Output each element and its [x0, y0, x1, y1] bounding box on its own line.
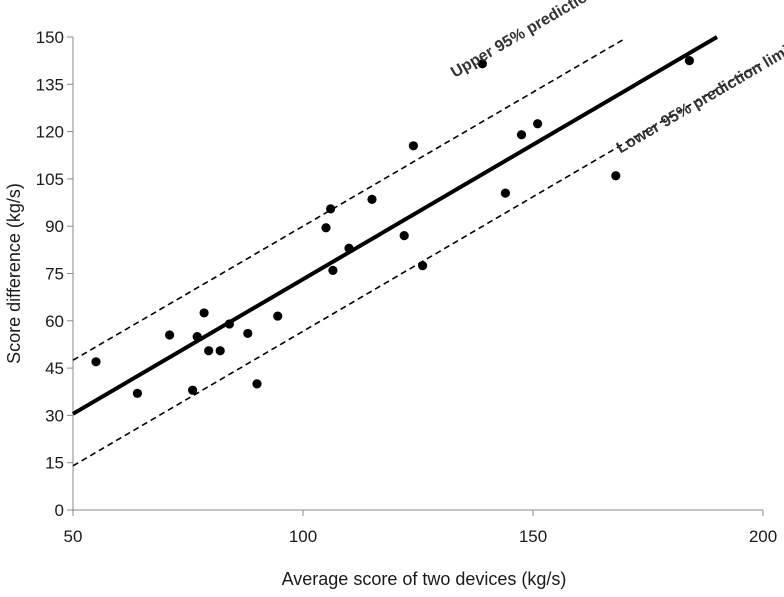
data-point [199, 308, 209, 318]
y-axis-title: Score difference (kg/s) [4, 183, 24, 364]
data-point [344, 243, 354, 253]
y-tick-label: 0 [55, 501, 64, 520]
data-point [684, 56, 695, 66]
data-point [477, 59, 487, 69]
axes: 0 15 30 45 60 75 90 105 120 135 150 50 100 150 200 [36, 28, 778, 546]
data-point [500, 188, 510, 198]
data-point [188, 385, 198, 395]
y-tick-label: 90 [45, 217, 64, 236]
data-point [611, 171, 621, 181]
data-point [91, 357, 101, 367]
x-axis-title: Average score of two devices (kg/s) [282, 569, 567, 589]
data-point [516, 130, 527, 140]
data-point [326, 204, 336, 214]
data-point [215, 346, 225, 356]
x-tick-label: 50 [64, 527, 83, 546]
data-point [273, 311, 283, 321]
data-point [533, 119, 543, 129]
y-tick-label: 150 [36, 28, 64, 47]
fit-lines [71, 35, 764, 467]
data-point [165, 330, 175, 340]
lower-limit-line [72, 61, 764, 467]
y-tick-label: 30 [45, 406, 64, 425]
data-point [399, 231, 409, 241]
data-point [321, 223, 331, 233]
y-tick-label: 45 [45, 359, 64, 378]
y-tick-label: 135 [36, 75, 64, 94]
x-tick-label: 150 [519, 527, 547, 546]
regression-line [71, 35, 719, 416]
data-point [204, 346, 214, 356]
x-tick-label: 200 [749, 527, 777, 546]
annotations: Upper 95% prediction limit Lower 95% pre… [448, 0, 784, 157]
data-point [243, 328, 253, 339]
data-point [328, 265, 338, 275]
data-point [367, 194, 377, 204]
y-tick-label: 105 [36, 170, 64, 189]
upper-limit-line [72, 37, 626, 361]
data-point [252, 379, 262, 389]
data-points [91, 56, 695, 398]
data-point [408, 141, 418, 151]
data-point [418, 261, 428, 271]
y-tick-label: 60 [45, 312, 64, 331]
lower-limit-label: Lower 95% prediction limit [614, 40, 784, 157]
data-point [132, 388, 142, 398]
y-tick-label: 120 [36, 123, 64, 142]
upper-limit-label: Upper 95% prediction limit [448, 0, 632, 81]
data-point [192, 331, 202, 342]
x-tick-label: 100 [289, 527, 317, 546]
y-tick-label: 15 [45, 454, 64, 473]
data-point [224, 319, 234, 329]
y-tick-label: 75 [45, 265, 64, 284]
